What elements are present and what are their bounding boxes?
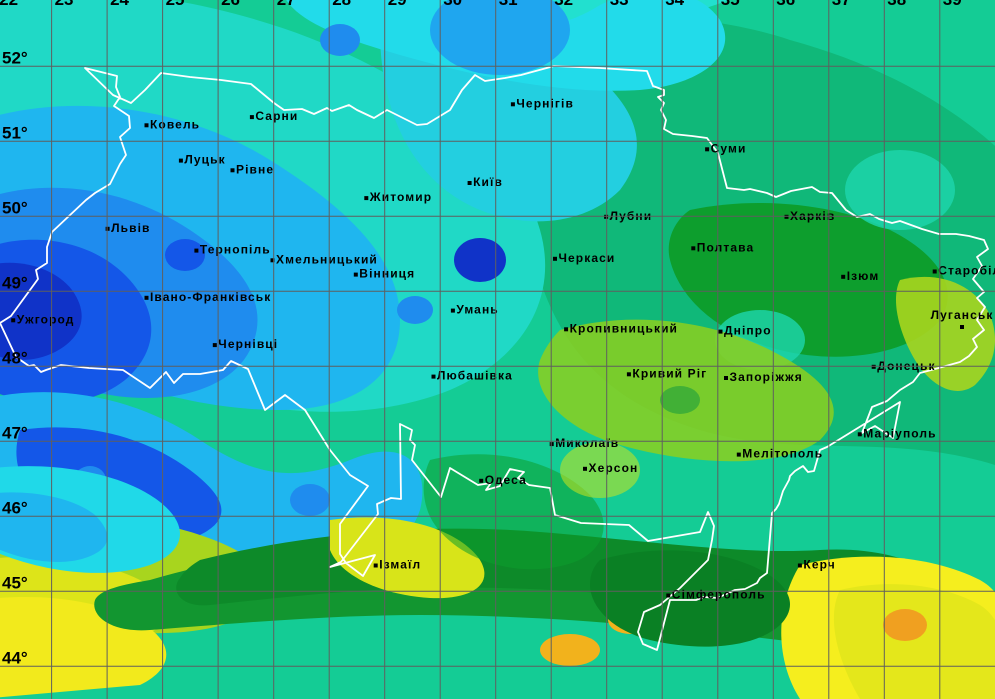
svg-text:Вінниця: Вінниця — [359, 267, 415, 281]
svg-text:52°: 52° — [2, 48, 28, 67]
svg-text:Миколаїв: Миколаїв — [555, 436, 619, 450]
svg-text:46°: 46° — [2, 498, 28, 517]
svg-text:Херсон: Херсон — [589, 461, 639, 475]
svg-text:Суми: Суми — [711, 141, 747, 155]
svg-text:29: 29 — [388, 0, 407, 9]
svg-text:47°: 47° — [2, 423, 28, 442]
svg-text:Чернігів: Чернігів — [516, 96, 574, 110]
svg-text:Дніпро: Дніпро — [724, 324, 772, 338]
svg-text:Сарни: Сарни — [255, 109, 298, 123]
svg-text:44°: 44° — [2, 648, 28, 667]
svg-text:Кривий Ріг: Кривий Ріг — [632, 366, 707, 380]
svg-text:Житомир: Житомир — [369, 190, 432, 204]
svg-text:37: 37 — [832, 0, 851, 9]
svg-text:36: 36 — [776, 0, 795, 9]
svg-text:35: 35 — [721, 0, 740, 9]
svg-text:Полтава: Полтава — [697, 240, 754, 254]
svg-text:23: 23 — [55, 0, 74, 9]
svg-text:Тернопіль: Тернопіль — [200, 243, 271, 257]
svg-text:34: 34 — [665, 0, 684, 9]
svg-text:30: 30 — [443, 0, 462, 9]
svg-text:31: 31 — [499, 0, 518, 9]
svg-text:Маріуполь: Маріуполь — [863, 426, 936, 440]
svg-text:Ковель: Ковель — [150, 117, 200, 131]
svg-text:Львів: Львів — [111, 221, 150, 235]
svg-text:22: 22 — [0, 0, 18, 9]
svg-text:49°: 49° — [2, 273, 28, 292]
svg-text:Любашівка: Любашівка — [437, 369, 513, 383]
svg-text:Керч: Керч — [803, 558, 835, 572]
svg-text:25: 25 — [166, 0, 185, 9]
svg-text:32: 32 — [554, 0, 573, 9]
svg-text:Рівне: Рівне — [236, 162, 274, 176]
svg-text:Київ: Київ — [473, 175, 503, 189]
svg-text:33: 33 — [610, 0, 629, 9]
svg-text:Сімферополь: Сімферополь — [672, 588, 766, 602]
svg-text:Хмельницький: Хмельницький — [276, 252, 378, 266]
svg-text:Чернівці: Чернівці — [218, 337, 278, 351]
svg-text:Ізмаїл: Ізмаїл — [379, 558, 421, 572]
svg-text:24: 24 — [110, 0, 129, 9]
svg-text:51°: 51° — [2, 123, 28, 142]
svg-text:Запоріжжя: Запоріжжя — [730, 370, 803, 384]
svg-text:38: 38 — [887, 0, 906, 9]
svg-text:26: 26 — [221, 0, 240, 9]
svg-text:Умань: Умань — [456, 303, 498, 317]
svg-text:45°: 45° — [2, 573, 28, 592]
svg-text:Івано-Франківськ: Івано-Франківськ — [150, 290, 271, 304]
svg-text:48°: 48° — [2, 348, 28, 367]
svg-text:27: 27 — [277, 0, 296, 9]
svg-text:50°: 50° — [2, 198, 28, 217]
svg-text:28: 28 — [332, 0, 351, 9]
svg-text:Ізюм: Ізюм — [847, 269, 880, 283]
svg-text:Одеса: Одеса — [485, 473, 527, 487]
svg-text:Старобільськ: Старобільськ — [938, 264, 995, 278]
svg-text:Луцьк: Луцьк — [184, 153, 225, 167]
svg-text:Мелітополь: Мелітополь — [742, 447, 823, 461]
svg-text:39: 39 — [943, 0, 962, 9]
svg-text:Ужгород: Ужгород — [17, 312, 75, 326]
